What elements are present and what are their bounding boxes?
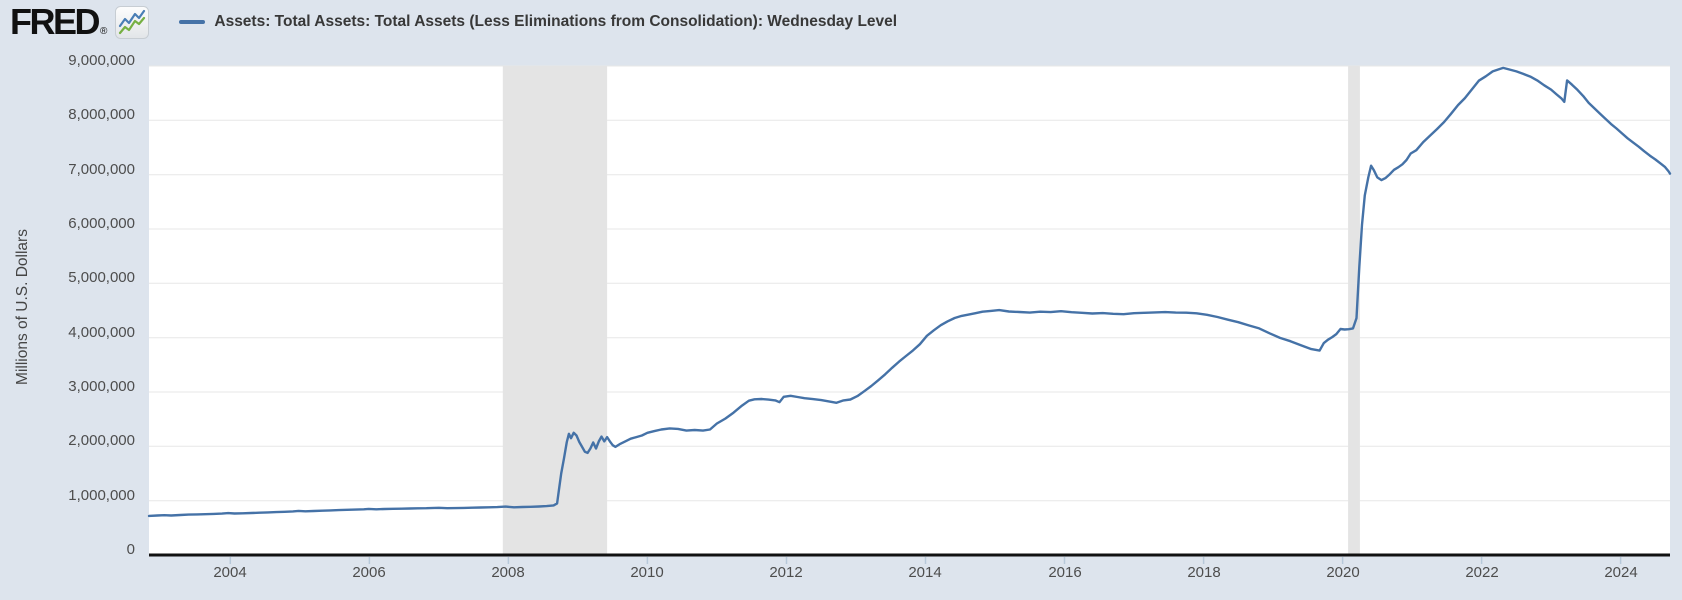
y-tick-label: 6,000,000	[68, 215, 135, 232]
x-tick-label: 2016	[1048, 564, 1082, 581]
plot-background	[149, 66, 1670, 555]
recession-band	[1348, 66, 1360, 555]
fred-logo-text: FRED	[10, 1, 101, 42]
fred-sparkline-icon	[115, 5, 150, 39]
x-tick-label: 2010	[630, 564, 664, 581]
recession-band	[502, 66, 608, 555]
series-legend: Assets: Total Assets: Total Assets (Less…	[179, 13, 897, 31]
graph-header: FRED ® Assets: Total Assets: Total Asset…	[10, 4, 897, 40]
x-tick-label: 2024	[1604, 564, 1638, 581]
y-tick-label: 7,000,000	[68, 161, 135, 178]
fred-logo[interactable]: FRED ®	[10, 1, 150, 42]
y-tick-label: 2,000,000	[68, 432, 135, 449]
y-tick-label: 0	[126, 541, 135, 558]
x-axis-line	[149, 553, 1670, 557]
x-tick-label: 2022	[1465, 564, 1499, 581]
x-tick-label: 2018	[1187, 564, 1221, 581]
y-tick-label: 1,000,000	[68, 487, 135, 504]
y-axis-title: Millions of U.S. Dollars	[14, 229, 31, 385]
y-tick-label: 3,000,000	[68, 378, 135, 395]
x-tick-label: 2008	[491, 564, 525, 581]
x-tick-label: 2020	[1326, 564, 1360, 581]
y-tick-label: 5,000,000	[68, 269, 135, 286]
x-tick-label: 2014	[908, 564, 942, 581]
legend-series-label: Assets: Total Assets: Total Assets (Less…	[214, 13, 898, 30]
x-tick-label: 2006	[352, 564, 386, 581]
y-tick-label: 4,000,000	[68, 324, 135, 341]
series-line	[147, 66, 1672, 518]
y-tick-label: 9,000,000	[68, 52, 135, 69]
x-tick-label: 2004	[213, 564, 247, 581]
x-tick-label: 2012	[769, 564, 803, 581]
registered-trademark-symbol: ®	[100, 26, 108, 37]
legend-line-marker	[179, 20, 206, 24]
y-tick-label: 8,000,000	[68, 106, 135, 123]
